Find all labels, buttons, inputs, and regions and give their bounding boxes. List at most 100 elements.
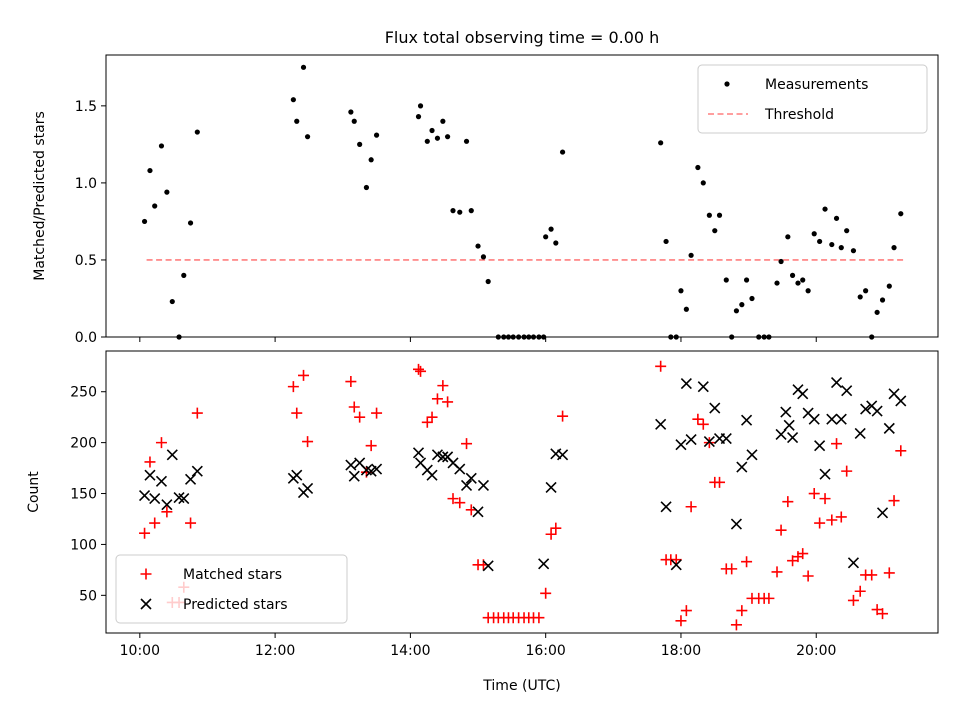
predicted-star-marker [538, 558, 550, 570]
y-tick-label: 250 [70, 385, 97, 401]
measurement-point [743, 277, 750, 283]
count-panel: 50 100 150 200 250 10:00 12:00 14:00 16:00 18:00 2… [26, 350, 939, 694]
predicted-star-marker [847, 557, 860, 569]
matched-star-marker [655, 360, 667, 372]
matched-star-marker [685, 501, 697, 513]
predicted-star-marker [345, 459, 357, 471]
measurement-point [886, 283, 892, 289]
measurement-point [444, 134, 451, 140]
matched-star-marker [826, 514, 838, 526]
measurement-point [164, 189, 170, 195]
matched-star-marker [680, 605, 692, 617]
matched-star-marker [431, 393, 443, 405]
measurement-point [141, 218, 148, 225]
predicted-star-marker [660, 501, 672, 513]
matched-star-marker [782, 496, 794, 508]
y-tick-label: 0.5 [75, 253, 97, 269]
measurement-point [440, 118, 446, 124]
predicted-star-marker [426, 469, 438, 481]
measurement-point [351, 118, 357, 124]
matched-star-marker [730, 619, 742, 631]
predicted-star-marker [482, 560, 494, 572]
measurement-point [822, 206, 828, 212]
measurement-point [434, 135, 441, 141]
matched-star-marker [808, 488, 820, 500]
measurement-point [688, 252, 694, 258]
y-tick-label: 1.5 [75, 99, 97, 115]
measurement-point [300, 64, 307, 70]
predicted-star-marker [746, 449, 758, 461]
predicted-star-marker [184, 473, 197, 485]
matched-star-marker [736, 605, 748, 617]
measurement-point [548, 226, 554, 232]
predicted-star-marker [780, 406, 792, 418]
matched-star-marker [895, 445, 907, 457]
x-tick-label: 20:00 [796, 643, 836, 659]
measurement-point [739, 302, 745, 308]
predicted-star-marker [895, 395, 907, 407]
matched-star-marker [854, 585, 866, 597]
matched-star-marker [302, 436, 314, 448]
measurement-point [891, 245, 897, 251]
matched-star-marker [454, 497, 466, 509]
measurement-point [348, 109, 354, 115]
matched-star-marker [883, 567, 895, 579]
matched-star-marker [877, 608, 889, 620]
matched-star-marker [345, 376, 357, 388]
measurement-point [463, 138, 470, 144]
measurement-point [457, 209, 463, 215]
measurement-point [733, 308, 740, 314]
predicted-star-marker [191, 465, 203, 477]
matched-star-marker [714, 476, 726, 488]
predicted-star-marker [412, 447, 425, 459]
x-axis-label: Time (UTC) [482, 678, 560, 694]
measurement-point [811, 231, 817, 237]
predicted-star-marker [775, 428, 787, 441]
predicted-star-marker [302, 482, 314, 495]
predicted-star-marker [557, 449, 569, 461]
predicted-star-marker [680, 378, 692, 390]
matched-star-marker [371, 407, 383, 419]
matched-star-marker [675, 615, 687, 627]
predicted-star-marker [675, 439, 687, 451]
legend-measurements-label: Measurements [765, 77, 868, 93]
predicted-star-marker [835, 413, 847, 425]
matched-star-marker [775, 524, 787, 536]
measurement-point [874, 309, 880, 315]
matched-star-marker [670, 554, 682, 566]
predicted-star-marker [709, 402, 721, 414]
measurement-point [658, 140, 664, 146]
measurement-point [706, 212, 712, 218]
matched-star-marker [557, 410, 569, 422]
matched-star-marker [291, 407, 303, 419]
predicted-star-marker [736, 461, 748, 473]
predicted-star-marker [348, 470, 360, 482]
predicted-star-marker [454, 463, 466, 475]
predicted-star-marker [472, 506, 484, 518]
measurement-point [368, 157, 374, 163]
legend-box [697, 64, 928, 134]
predicted-star-marker [545, 481, 557, 493]
measurement-point [778, 258, 784, 265]
matched-star-marker [149, 517, 161, 529]
y-tick-label: 50 [79, 588, 97, 604]
predicted-star-marker [871, 405, 883, 417]
measurement-point [290, 97, 296, 103]
matched-star-marker [741, 556, 753, 568]
measurement-point [683, 306, 689, 312]
legend-matched-label: Matched stars [183, 567, 282, 583]
legend-box [115, 554, 348, 624]
measurement-point [304, 134, 311, 140]
predicted-star-marker [876, 507, 889, 519]
matched-star-marker [545, 528, 557, 540]
measurement-point [468, 208, 474, 214]
predicted-star-marker [826, 413, 838, 425]
y-tick-label: 200 [70, 436, 97, 452]
legend-measurement-marker [724, 81, 730, 87]
ratio-legend: Measurements Threshold [697, 64, 928, 134]
matched-star-marker [831, 438, 843, 450]
matched-star-marker [697, 418, 709, 430]
matched-star-marker [866, 569, 878, 581]
predicted-star-marker [860, 403, 872, 415]
